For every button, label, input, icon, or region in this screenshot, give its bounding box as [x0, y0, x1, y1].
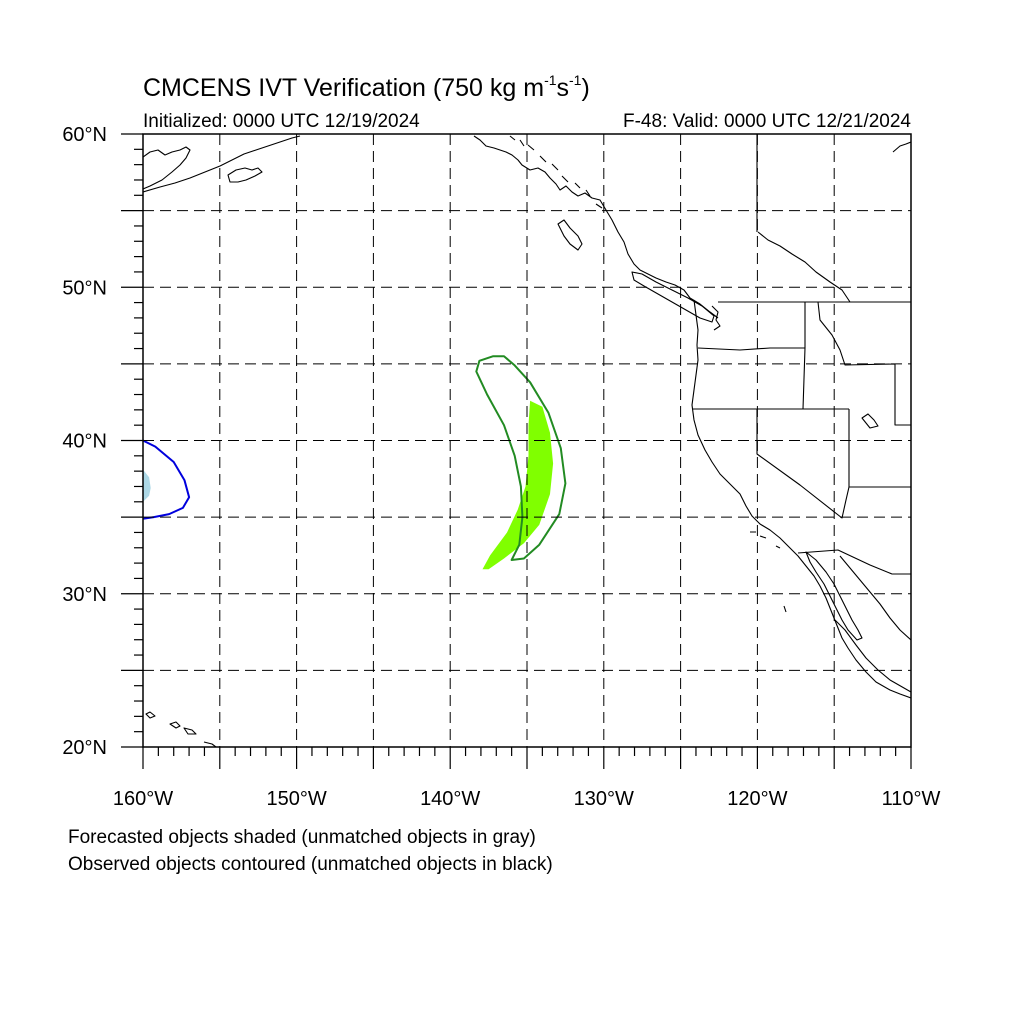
- observed-object-contour: [143, 439, 191, 520]
- channel-islands: [750, 531, 781, 549]
- idaho-montana-border: [817, 301, 911, 426]
- observed-object-contour: [475, 355, 567, 561]
- latitude-label: 40°N: [62, 431, 107, 453]
- forecast-object-shaded: [482, 400, 554, 570]
- longitude-label: 150°W: [266, 788, 326, 810]
- latitude-label: 20°N: [62, 737, 107, 759]
- coastlines-and-borders: [143, 134, 911, 747]
- bc-alberta-border: [757, 231, 851, 303]
- longitude-label: 140°W: [420, 788, 480, 810]
- great-salt-lake: [861, 413, 879, 429]
- latitude-label: 50°N: [62, 277, 107, 299]
- grid-lines: [143, 134, 911, 747]
- idaho-west-border: [802, 302, 806, 410]
- initialized-time: Initialized: 0000 UTC 12/19/2024: [143, 111, 420, 132]
- us-west-coast: [691, 299, 911, 699]
- longitude-label: 120°W: [727, 788, 787, 810]
- forecast-note: Forecasted objects shaded (unmatched obj…: [68, 827, 536, 848]
- aleutian-coast: [143, 146, 191, 190]
- california-nevada-border: [756, 409, 850, 519]
- latitude-label: 60°N: [62, 124, 107, 146]
- latitude-label: 30°N: [62, 584, 107, 606]
- nw-alaska-coast: [892, 141, 911, 153]
- hawaiian-islands: [145, 711, 217, 747]
- mexico-mainland: [834, 619, 911, 693]
- valid-time: F-48: Valid: 0000 UTC 12/21/2024: [623, 111, 911, 132]
- queen-charlotte-islands: [557, 219, 583, 251]
- guadalupe-island: [783, 605, 787, 613]
- longitude-label: 130°W: [574, 788, 634, 810]
- longitude-label: 110°W: [882, 788, 941, 810]
- longitude-label: 160°W: [113, 788, 173, 810]
- alaska-peninsula: [143, 135, 301, 193]
- us-mexico-border: [797, 549, 911, 575]
- alaska-inlet-lines: [509, 135, 603, 209]
- ivt-objects-layer: [143, 355, 567, 570]
- washington-oregon-border: [697, 347, 805, 351]
- chart-title: CMCENS IVT Verification (750 kg m-1s-1): [143, 72, 590, 102]
- alaska-bc-coastline: [473, 135, 719, 319]
- forecast-object-shaded: [143, 469, 151, 502]
- vancouver-island: [631, 271, 715, 323]
- puget-sound: [711, 305, 721, 331]
- kodiak-island: [227, 167, 263, 183]
- axis-ticks: [121, 133, 912, 769]
- axis-labels: 60°N 50°N 40°N 30°N 20°N 160°W 150°W 140°W 130°W…: [62, 124, 940, 810]
- baja-california: [805, 551, 863, 641]
- gulf-of-california-east: [839, 555, 911, 641]
- observed-note: Observed objects contoured (unmatched ob…: [68, 854, 553, 875]
